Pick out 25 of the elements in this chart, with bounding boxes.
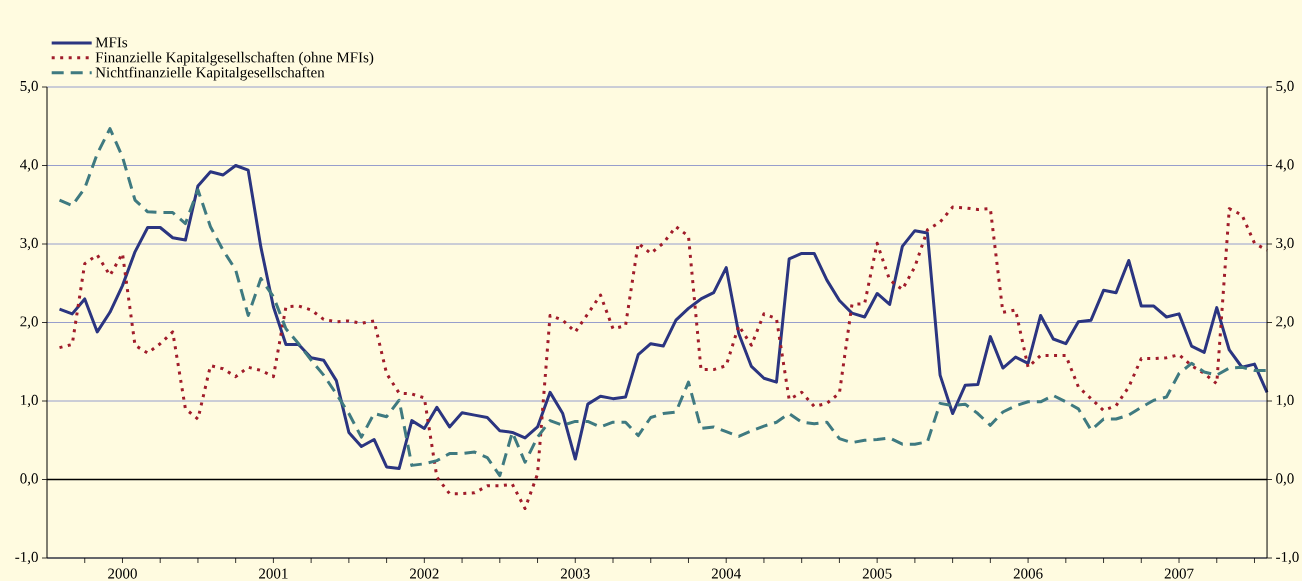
y2-tick-label: 0,0: [1276, 473, 1294, 486]
y-tick-label: 5,0: [20, 80, 38, 94]
y-tick-label: 0,0: [20, 473, 38, 486]
y-tick-label: 4,0: [20, 159, 38, 172]
y2-tick-label: 1,0: [1276, 394, 1294, 408]
y2-tick-label: 2,0: [1276, 316, 1294, 329]
x-tick-label: 2004: [711, 568, 741, 579]
legend-label: Nichtfinanzielle Kapitalgesellschaften: [95, 66, 325, 81]
legend-label: MFIs: [95, 37, 128, 48]
y-tick-label: 3,0: [20, 237, 38, 251]
x-tick-label: 2002: [410, 568, 439, 579]
y2-tick-label: 5,0: [1276, 80, 1294, 94]
x-tick-label: 2001: [259, 568, 288, 579]
x-tick-label: 2007: [1164, 568, 1194, 579]
y-tick-label: -1,0: [15, 551, 38, 565]
x-tick-label: 2003: [560, 568, 590, 579]
x-tick-label: 2000: [108, 568, 137, 579]
y-tick-label: 2,0: [20, 316, 38, 329]
x-tick-label: 2005: [862, 568, 892, 579]
y-tick-label: 1,0: [21, 394, 38, 408]
y2-tick-label: -1,0: [1276, 551, 1299, 565]
legend-label: Finanzielle Kapitalgesellschaften (ohne MFIs): [95, 51, 374, 66]
y2-tick-label: 4,0: [1275, 159, 1294, 172]
y2-tick-label: 3,0: [1276, 237, 1294, 251]
x-tick-label: 2006: [1013, 568, 1043, 579]
